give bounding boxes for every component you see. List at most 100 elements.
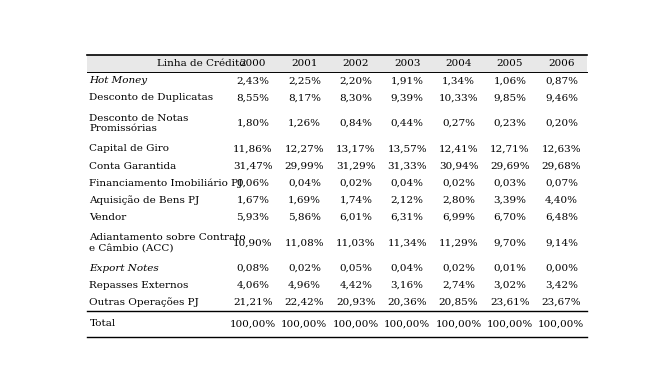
Text: 0,44%: 0,44% bbox=[391, 119, 424, 128]
Text: 20,93%: 20,93% bbox=[336, 298, 376, 307]
Text: 5,93%: 5,93% bbox=[236, 213, 270, 222]
Text: 20,85%: 20,85% bbox=[439, 298, 478, 307]
Text: 9,70%: 9,70% bbox=[494, 238, 526, 247]
Text: 2000: 2000 bbox=[240, 59, 266, 68]
Text: 6,99%: 6,99% bbox=[442, 213, 475, 222]
Text: 100,00%: 100,00% bbox=[281, 320, 328, 328]
Text: 29,99%: 29,99% bbox=[284, 162, 324, 171]
Text: 1,34%: 1,34% bbox=[442, 76, 475, 85]
Text: 23,61%: 23,61% bbox=[490, 298, 530, 307]
Text: 0,00%: 0,00% bbox=[545, 264, 578, 273]
Text: 6,70%: 6,70% bbox=[494, 213, 526, 222]
Text: Vendor: Vendor bbox=[89, 213, 126, 222]
Text: 0,03%: 0,03% bbox=[494, 179, 526, 187]
Text: 22,42%: 22,42% bbox=[284, 298, 324, 307]
Text: 0,04%: 0,04% bbox=[288, 179, 321, 187]
Text: 12,63%: 12,63% bbox=[542, 144, 581, 154]
Text: 11,86%: 11,86% bbox=[233, 144, 273, 154]
Text: 0,02%: 0,02% bbox=[442, 179, 475, 187]
Text: 8,30%: 8,30% bbox=[340, 93, 372, 102]
Text: 2001: 2001 bbox=[291, 59, 318, 68]
Text: 2004: 2004 bbox=[445, 59, 472, 68]
Text: 11,03%: 11,03% bbox=[336, 238, 376, 247]
Text: 1,74%: 1,74% bbox=[340, 196, 372, 205]
Text: 9,14%: 9,14% bbox=[545, 238, 578, 247]
Text: 100,00%: 100,00% bbox=[538, 320, 584, 328]
Text: 31,33%: 31,33% bbox=[388, 162, 427, 171]
Text: 6,48%: 6,48% bbox=[545, 213, 578, 222]
Text: 3,02%: 3,02% bbox=[494, 281, 526, 290]
Text: 2,20%: 2,20% bbox=[340, 76, 372, 85]
Text: 0,04%: 0,04% bbox=[391, 179, 424, 187]
Text: 23,67%: 23,67% bbox=[542, 298, 581, 307]
Text: 2,12%: 2,12% bbox=[391, 196, 424, 205]
Text: 9,39%: 9,39% bbox=[391, 93, 424, 102]
Text: 30,94%: 30,94% bbox=[439, 162, 478, 171]
Text: 4,06%: 4,06% bbox=[236, 281, 270, 290]
Text: Outras Operações PJ: Outras Operações PJ bbox=[89, 298, 199, 308]
Text: Export Notes: Export Notes bbox=[89, 264, 159, 273]
Text: 2,80%: 2,80% bbox=[442, 196, 475, 205]
Text: 13,57%: 13,57% bbox=[388, 144, 427, 154]
Text: 100,00%: 100,00% bbox=[436, 320, 482, 328]
Text: 0,23%: 0,23% bbox=[494, 119, 526, 128]
Text: 1,26%: 1,26% bbox=[288, 119, 321, 128]
Text: 2,25%: 2,25% bbox=[288, 76, 321, 85]
Text: 0,08%: 0,08% bbox=[236, 264, 270, 273]
Text: 2,74%: 2,74% bbox=[442, 281, 475, 290]
Text: 12,41%: 12,41% bbox=[439, 144, 478, 154]
Text: Linha de Crédito: Linha de Crédito bbox=[157, 59, 246, 68]
Text: 29,68%: 29,68% bbox=[542, 162, 581, 171]
Text: 0,02%: 0,02% bbox=[442, 264, 475, 273]
Text: 4,40%: 4,40% bbox=[545, 196, 578, 205]
Text: 4,96%: 4,96% bbox=[288, 281, 321, 290]
Text: 2005: 2005 bbox=[497, 59, 523, 68]
Text: 100,00%: 100,00% bbox=[230, 320, 276, 328]
Text: Conta Garantida: Conta Garantida bbox=[89, 162, 176, 171]
Text: 11,29%: 11,29% bbox=[439, 238, 478, 247]
Text: Desconto de Notas
Promissórias: Desconto de Notas Promissórias bbox=[89, 114, 189, 133]
Text: 12,27%: 12,27% bbox=[284, 144, 324, 154]
Text: 1,80%: 1,80% bbox=[236, 119, 270, 128]
Text: 0,84%: 0,84% bbox=[340, 119, 372, 128]
Text: 3,39%: 3,39% bbox=[494, 196, 526, 205]
Text: 0,02%: 0,02% bbox=[288, 264, 321, 273]
Text: 0,04%: 0,04% bbox=[391, 264, 424, 273]
Text: 11,34%: 11,34% bbox=[388, 238, 427, 247]
Text: 0,87%: 0,87% bbox=[545, 76, 578, 85]
Text: 8,17%: 8,17% bbox=[288, 93, 321, 102]
Text: 6,01%: 6,01% bbox=[340, 213, 372, 222]
Text: 29,69%: 29,69% bbox=[490, 162, 530, 171]
Bar bbox=[88, 55, 587, 72]
Text: 5,86%: 5,86% bbox=[288, 213, 321, 222]
Text: Financiamento Imobiliário PJ: Financiamento Imobiliário PJ bbox=[89, 178, 243, 188]
Text: 12,71%: 12,71% bbox=[490, 144, 530, 154]
Text: Repasses Externos: Repasses Externos bbox=[89, 281, 189, 290]
Text: Total: Total bbox=[89, 320, 116, 328]
Text: Hot Money: Hot Money bbox=[89, 76, 147, 85]
Text: 9,46%: 9,46% bbox=[545, 93, 578, 102]
Text: Adiantamento sobre Contrato
e Câmbio (ACC): Adiantamento sobre Contrato e Câmbio (AC… bbox=[89, 233, 246, 253]
Text: 0,05%: 0,05% bbox=[340, 264, 372, 273]
Text: 100,00%: 100,00% bbox=[333, 320, 379, 328]
Text: 0,02%: 0,02% bbox=[340, 179, 372, 187]
Text: Desconto de Duplicatas: Desconto de Duplicatas bbox=[89, 93, 213, 102]
Text: 0,27%: 0,27% bbox=[442, 119, 475, 128]
Text: 8,55%: 8,55% bbox=[236, 93, 270, 102]
Text: 31,47%: 31,47% bbox=[233, 162, 273, 171]
Text: 0,20%: 0,20% bbox=[545, 119, 578, 128]
Text: 0,01%: 0,01% bbox=[494, 264, 526, 273]
Text: 0,07%: 0,07% bbox=[545, 179, 578, 187]
Text: 2,43%: 2,43% bbox=[236, 76, 270, 85]
Text: 2003: 2003 bbox=[394, 59, 420, 68]
Text: 10,33%: 10,33% bbox=[439, 93, 478, 102]
Text: 1,06%: 1,06% bbox=[494, 76, 526, 85]
Text: 100,00%: 100,00% bbox=[487, 320, 533, 328]
Text: Aquisição de Bens PJ: Aquisição de Bens PJ bbox=[89, 195, 199, 205]
Text: 13,17%: 13,17% bbox=[336, 144, 376, 154]
Text: 21,21%: 21,21% bbox=[233, 298, 273, 307]
Text: Capital de Giro: Capital de Giro bbox=[89, 144, 169, 154]
Text: 0,06%: 0,06% bbox=[236, 179, 270, 187]
Text: 6,31%: 6,31% bbox=[391, 213, 424, 222]
Text: 3,16%: 3,16% bbox=[391, 281, 424, 290]
